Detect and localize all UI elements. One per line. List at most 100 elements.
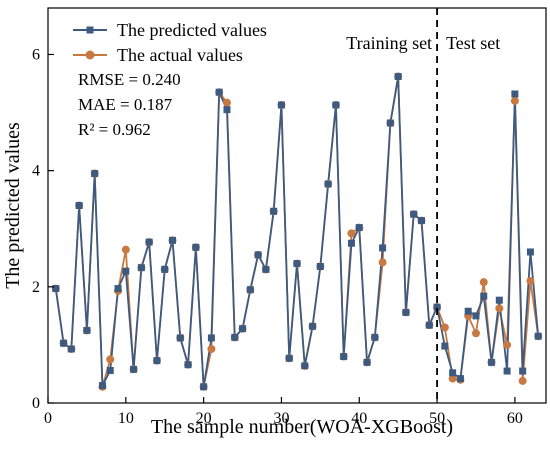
predicted-point xyxy=(200,383,208,391)
predicted-point xyxy=(379,244,387,252)
actual-point xyxy=(106,355,115,364)
legend: The predicted values The actual values xyxy=(73,20,267,65)
predicted-point xyxy=(184,361,192,369)
x-tick-label: 60 xyxy=(507,410,523,427)
r2-annotation: R² = 0.962 xyxy=(78,120,151,139)
test-set-label: Test set xyxy=(446,33,500,53)
actual-point xyxy=(510,96,519,105)
predicted-point xyxy=(309,322,317,330)
actual-point xyxy=(378,258,387,267)
actual-point xyxy=(518,376,527,385)
predicted-point xyxy=(153,357,161,365)
predicted-point xyxy=(176,334,184,342)
predicted-point xyxy=(386,119,394,127)
actual-point xyxy=(471,329,480,338)
predicted-point xyxy=(456,375,464,383)
predicted-point xyxy=(52,285,60,293)
predicted-point xyxy=(301,362,309,370)
predicted-point xyxy=(67,345,75,353)
predicted-point xyxy=(192,243,200,251)
predicted-point xyxy=(262,265,270,273)
rmse-annotation: RMSE = 0.240 xyxy=(78,70,181,89)
actual-point xyxy=(479,278,488,287)
predicted-point xyxy=(410,210,418,218)
predicted-point xyxy=(130,365,138,373)
predicted-point xyxy=(98,382,106,390)
legend-label-predicted: The predicted values xyxy=(117,20,267,40)
predicted-point xyxy=(425,321,433,329)
predicted-point xyxy=(75,202,83,209)
axis-ticks: 0 10 20 30 40 50 60 0 2 4 6 xyxy=(32,46,523,427)
predicted-point xyxy=(316,262,324,270)
y-axis-title: The predicted values xyxy=(2,122,24,289)
actual-point xyxy=(347,229,356,238)
predicted-point xyxy=(215,88,223,96)
predicted-point xyxy=(285,354,293,362)
predicted-point xyxy=(340,353,348,361)
y-tick-label: 4 xyxy=(32,163,40,180)
actual-point xyxy=(207,344,216,353)
predicted-point xyxy=(449,369,457,377)
y-tick-label: 2 xyxy=(32,279,40,296)
predicted-point xyxy=(91,170,99,178)
predicted-point xyxy=(60,339,68,347)
predicted-point xyxy=(511,90,519,98)
x-tick-label: 40 xyxy=(351,410,367,427)
predicted-point xyxy=(472,312,480,320)
x-tick-label: 30 xyxy=(273,410,289,427)
predicted-point xyxy=(433,303,441,311)
predicted-point xyxy=(161,265,169,273)
predicted-point xyxy=(332,101,340,109)
actual-point xyxy=(503,340,512,349)
predicted-point xyxy=(363,358,371,366)
predicted-point xyxy=(347,239,355,247)
y-tick-label: 6 xyxy=(32,46,40,63)
x-tick-label: 50 xyxy=(429,410,445,427)
actual-point xyxy=(222,98,231,107)
training-set-label: Training set xyxy=(346,33,432,53)
predicted-point xyxy=(503,367,511,375)
predicted-point xyxy=(464,307,472,315)
plot-frame xyxy=(47,7,547,404)
series-markers xyxy=(51,72,543,391)
predicted-point xyxy=(355,224,363,232)
predicted-point xyxy=(277,101,285,109)
predicted-point xyxy=(239,325,247,333)
actual-point xyxy=(526,277,535,286)
x-tick-label: 0 xyxy=(44,410,52,427)
predicted-point xyxy=(137,264,145,272)
predicted-point xyxy=(254,251,262,259)
predicted-point xyxy=(371,333,379,341)
predicted-point xyxy=(293,260,301,268)
predicted-point xyxy=(114,285,122,293)
predicted-point xyxy=(394,73,402,81)
predicted-point xyxy=(106,366,114,374)
predicted-point xyxy=(122,267,130,275)
predicted-point xyxy=(145,238,153,246)
predicted-point xyxy=(526,248,534,256)
predicted-point xyxy=(231,333,239,341)
predicted-point xyxy=(441,342,449,350)
x-tick-label: 20 xyxy=(196,410,212,427)
actual-point xyxy=(448,374,457,383)
predicted-point xyxy=(324,180,332,188)
legend-marker-actual xyxy=(85,50,95,60)
predicted-point xyxy=(402,308,410,316)
predicted-point xyxy=(207,334,215,342)
predicted-point xyxy=(223,106,231,114)
predicted-point xyxy=(519,367,527,375)
predicted-point xyxy=(488,358,496,366)
legend-marker-predicted xyxy=(86,26,94,34)
x-axis-title: The sample number(WOA-XGBoost) xyxy=(151,416,453,438)
predicted-point xyxy=(418,217,425,225)
predicted-point xyxy=(83,326,91,334)
predicted-point xyxy=(495,296,503,304)
legend-label-actual: The actual values xyxy=(117,45,243,65)
predicted-point xyxy=(534,332,542,340)
predicted-point xyxy=(246,286,254,294)
mae-annotation: MAE = 0.187 xyxy=(78,95,173,114)
actual-point xyxy=(440,323,449,332)
y-tick-label: 0 xyxy=(32,395,40,412)
predicted-point xyxy=(169,236,176,244)
